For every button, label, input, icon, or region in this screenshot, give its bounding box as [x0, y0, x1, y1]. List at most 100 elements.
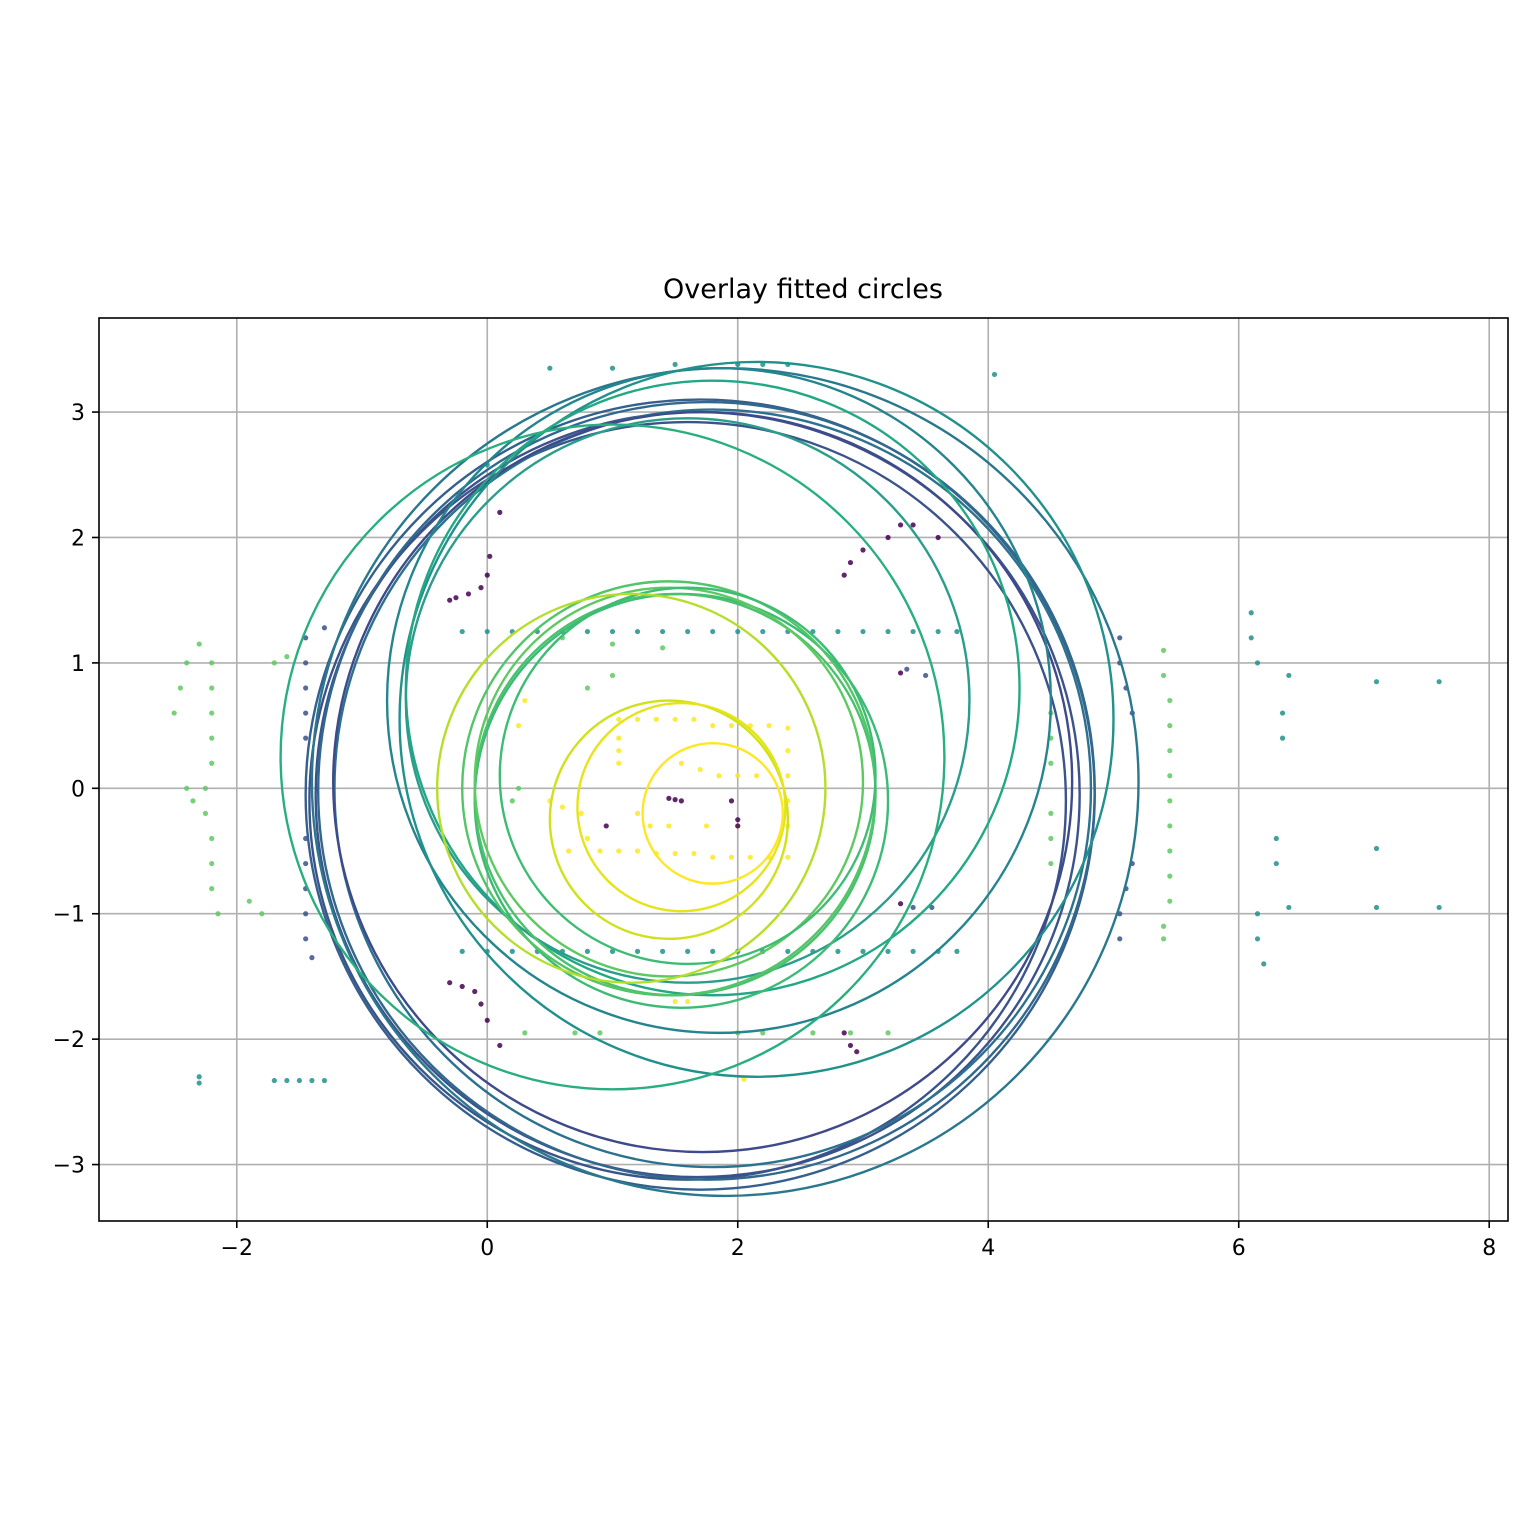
scatter-point [616, 848, 622, 854]
scatter-point [1048, 860, 1054, 867]
scatter-point [303, 685, 309, 691]
scatter-point [885, 628, 891, 635]
scatter-point [572, 1030, 578, 1036]
scatter-point [1048, 760, 1054, 766]
scatter-point [1167, 873, 1173, 879]
scatter-point [1273, 835, 1279, 842]
scatter-point [766, 723, 772, 729]
scatter-point [603, 823, 609, 829]
fitted-circle [398, 360, 1115, 1078]
scatter-point [735, 823, 741, 829]
scatter-point [904, 666, 910, 672]
scatter-point [1117, 635, 1123, 641]
fitted-circle [333, 408, 1093, 1169]
scatter-point [1167, 898, 1173, 904]
scatter-point [860, 948, 866, 954]
scatter-point [1286, 904, 1292, 911]
scatter-point [672, 850, 678, 857]
scatter-point [459, 983, 465, 990]
scatter-point [1254, 660, 1261, 666]
scatter-point [785, 748, 791, 754]
scatter-point [209, 685, 215, 691]
scatter-point [1167, 823, 1173, 829]
scatter-point [515, 785, 522, 791]
scatter-point [447, 980, 453, 986]
scatter-point [184, 660, 190, 666]
scatter-point [685, 998, 691, 1005]
scatter-point [1373, 679, 1380, 685]
scatter-point [190, 798, 196, 804]
scatter-point [660, 628, 666, 635]
scatter-point [841, 1030, 847, 1036]
scatter-point [1117, 936, 1123, 942]
scatter-point [1254, 936, 1261, 942]
scatter-point [584, 685, 591, 691]
scatter-point [1048, 810, 1054, 816]
scatter-point [478, 1001, 484, 1007]
scatter-point [303, 660, 309, 666]
scatter-point [1273, 860, 1279, 867]
scatter-point [303, 735, 309, 741]
scatter-point [685, 628, 691, 635]
y-tick-label: 3 [71, 401, 85, 426]
chart-title: Overlay fitted circles [663, 274, 943, 305]
scatter-point [584, 948, 591, 954]
scatter-point [785, 725, 791, 731]
y-tick-label: −3 [53, 1154, 85, 1179]
scatter-point [459, 628, 465, 635]
scatter-point [215, 911, 221, 917]
scatter-points [171, 361, 1442, 1086]
fitted-circle [404, 417, 971, 984]
scatter-point [1279, 735, 1286, 741]
scatter-point [609, 672, 616, 679]
scatter-point [309, 1077, 315, 1084]
scatter-point [923, 672, 929, 679]
scatter-point [522, 1030, 528, 1036]
fitted-circle [548, 699, 790, 941]
scatter-point [785, 854, 791, 860]
scatter-point [660, 645, 666, 651]
scatter-point [196, 1080, 202, 1086]
scatter-point [522, 697, 528, 704]
scatter-point [935, 534, 941, 541]
scatter-point [487, 553, 493, 559]
scatter-point [897, 901, 904, 907]
scatter-point [785, 948, 791, 954]
scatter-point [609, 641, 616, 647]
scatter-point [910, 948, 916, 954]
scatter-point [703, 823, 710, 829]
scatter-point [735, 628, 741, 635]
scatter-point [835, 628, 841, 635]
scatter-point [321, 1077, 328, 1084]
axis-ticks: −2 0 2 4 6 8 −3 −2 −1 0 1 2 3 [53, 401, 1497, 1261]
scatter-point [616, 735, 622, 741]
scatter-point [321, 625, 328, 631]
scatter-point [810, 1030, 816, 1036]
scatter-point [1160, 923, 1167, 929]
scatter-point [303, 710, 309, 716]
scatter-point [910, 904, 916, 911]
scatter-point [209, 660, 215, 666]
scatter-point [209, 735, 215, 741]
fitted-circle [498, 586, 877, 966]
y-tick-label: −1 [53, 903, 85, 928]
scatter-point [497, 509, 503, 515]
scatter-point [484, 572, 490, 578]
scatter-point [747, 854, 753, 860]
scatter-point [578, 810, 584, 816]
scatter-point [1373, 904, 1380, 911]
scatter-point [202, 810, 209, 816]
scatter-point [209, 886, 215, 892]
scatter-point [691, 850, 697, 857]
y-tick-label: −2 [53, 1028, 85, 1053]
scatter-point [710, 628, 716, 635]
scatter-point [1160, 672, 1167, 679]
scatter-point [584, 628, 591, 635]
scatter-point [509, 798, 515, 804]
scatter-point [1048, 835, 1054, 842]
scatter-point [735, 817, 741, 823]
scatter-point [1160, 936, 1167, 942]
scatter-point [666, 795, 672, 801]
scatter-point [634, 628, 641, 635]
